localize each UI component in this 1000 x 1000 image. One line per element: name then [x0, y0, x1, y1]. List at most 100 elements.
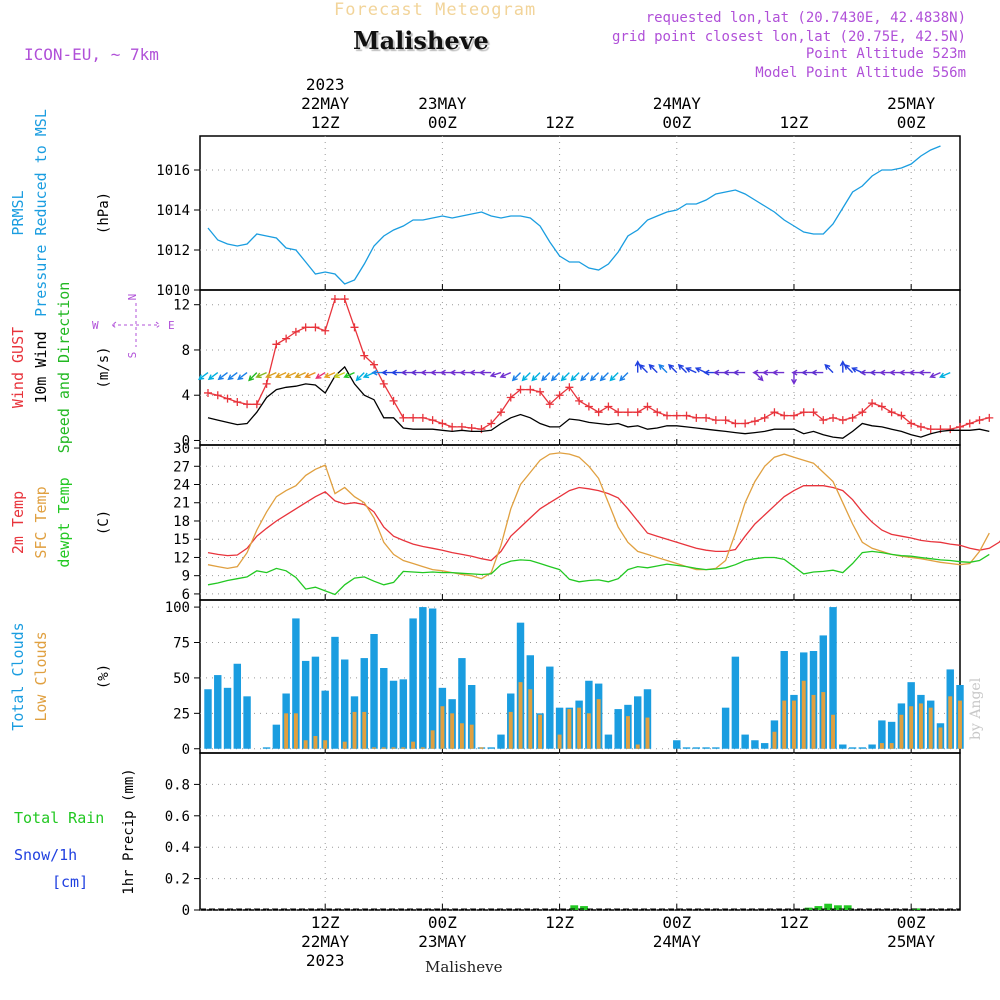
- low-cloud-bar: [518, 682, 523, 749]
- bottom-time-label: 24MAY: [653, 932, 702, 951]
- requested-coords: requested lon,lat (20.7430E, 42.4838N): [645, 10, 966, 26]
- y-tick-label: 50: [173, 671, 190, 687]
- gust-marker: [262, 379, 271, 388]
- top-time-label: 25MAY: [887, 94, 936, 113]
- wind-arrow: [851, 367, 863, 374]
- gust-marker: [575, 396, 584, 405]
- total-cloud-bar: [380, 668, 388, 749]
- panel-frame: [199, 444, 961, 601]
- series-line: [207, 145, 941, 285]
- total-cloud-bar: [751, 740, 759, 749]
- panel-frame: [199, 752, 961, 911]
- side-label: Speed and Direction: [55, 282, 73, 454]
- bottom-time-label: 25MAY: [887, 932, 936, 951]
- low-cloud-bar: [586, 713, 591, 749]
- y-tick-label: 8: [182, 343, 190, 359]
- series-line: [207, 365, 990, 439]
- gust-marker: [213, 391, 222, 400]
- top-time-label: 00Z: [428, 113, 457, 132]
- wind-arrow: [323, 371, 336, 379]
- gust-marker: [223, 394, 232, 403]
- low-cloud-bar: [801, 680, 806, 749]
- total-cloud-bar: [829, 607, 837, 749]
- y-tick-label: 15: [173, 532, 190, 548]
- low-cloud-bar: [372, 747, 376, 749]
- gust-marker: [467, 424, 476, 433]
- low-cloud-bar: [577, 707, 582, 749]
- grid-coords: grid point closest lon,lat (20.75E, 42.5…: [611, 29, 966, 45]
- low-cloud-bar: [323, 740, 328, 749]
- total-cloud-bar: [868, 744, 876, 749]
- total-cloud-bar: [839, 744, 847, 749]
- total-cloud-bar: [419, 607, 427, 749]
- gust-marker: [448, 422, 457, 431]
- gust-marker: [506, 393, 515, 402]
- gust-marker: [750, 417, 759, 426]
- total-cloud-bar: [223, 687, 232, 749]
- gust-marker: [633, 408, 642, 417]
- wind-arrow: [333, 371, 346, 379]
- low-cloud-bar: [293, 713, 298, 749]
- low-cloud-bar: [479, 747, 484, 749]
- gust-marker: [594, 408, 603, 417]
- wind-arrow: [355, 372, 365, 382]
- gust-marker: [663, 411, 672, 420]
- total-cloud-bar: [780, 651, 788, 749]
- wind-arrow: [478, 369, 492, 376]
- wind-arrow: [207, 372, 219, 381]
- y-tick-label: 0.8: [165, 777, 190, 793]
- gust-marker: [389, 396, 398, 405]
- gust-marker: [780, 411, 789, 420]
- wind-arrow: [237, 372, 248, 381]
- total-cloud-bar: [487, 747, 495, 749]
- low-cloud-bar: [792, 700, 796, 749]
- y-tick-label: 0: [182, 903, 190, 919]
- low-cloud-bar: [450, 713, 455, 749]
- wind-arrow: [489, 371, 502, 378]
- total-cloud-bar: [614, 709, 622, 749]
- wind-arrow: [648, 363, 658, 374]
- low-cloud-bar: [879, 743, 884, 749]
- y-tick-label: 1012: [156, 243, 190, 259]
- compass-west: W: [92, 319, 99, 332]
- gust-marker: [243, 400, 252, 409]
- series-line: [207, 452, 990, 580]
- wind-arrow: [248, 372, 258, 382]
- total-cloud-bar: [458, 658, 466, 749]
- y-axis-label: 1hr Precip (mm): [121, 768, 137, 894]
- low-cloud-bar: [948, 696, 953, 749]
- y-axis-label: (m/s): [96, 346, 112, 388]
- low-cloud-bar: [899, 714, 904, 749]
- gust-marker: [653, 408, 662, 417]
- side-label: Low Clouds: [32, 631, 50, 721]
- panel-precip: 0 0.2 0.4 0.6 0.8 1hr Precip (mm) Total Rain Sn…: [14, 752, 961, 919]
- gust-marker: [858, 408, 867, 417]
- y-tick-label: 0.6: [165, 809, 190, 825]
- y-axis-label: (C): [96, 510, 112, 535]
- rain-bar: [580, 906, 588, 910]
- wind-arrow: [843, 363, 854, 374]
- gust-marker: [565, 383, 574, 392]
- gust-marker: [741, 419, 750, 428]
- panel-temperature: 6 9 12 15 18 21 24 27 30 (C) 2m Temp SFC Temp dewpt …: [9, 441, 1000, 603]
- bottom-time-label: 00Z: [662, 913, 691, 932]
- wind-arrow: [521, 372, 531, 382]
- wind-arrow: [732, 369, 746, 376]
- wind-arrow: [550, 372, 561, 382]
- wind-arrow: [918, 369, 931, 376]
- wind-arrow: [824, 363, 834, 374]
- wind-arrow: [255, 371, 267, 379]
- rain-bar: [843, 905, 852, 910]
- side-label: PRMSL: [9, 190, 27, 235]
- y-tick-label: 1014: [156, 203, 190, 219]
- rain-bar: [814, 906, 823, 910]
- low-cloud-bar: [782, 700, 787, 749]
- gust-marker: [965, 419, 974, 428]
- series-line: [207, 485, 1000, 562]
- low-cloud-bar: [401, 747, 406, 749]
- bottom-time-label: 2023: [306, 951, 345, 970]
- wind-arrow: [929, 371, 941, 379]
- wind-arrow: [511, 372, 522, 382]
- side-label: Total Clouds: [9, 622, 27, 730]
- gust-marker: [916, 422, 925, 431]
